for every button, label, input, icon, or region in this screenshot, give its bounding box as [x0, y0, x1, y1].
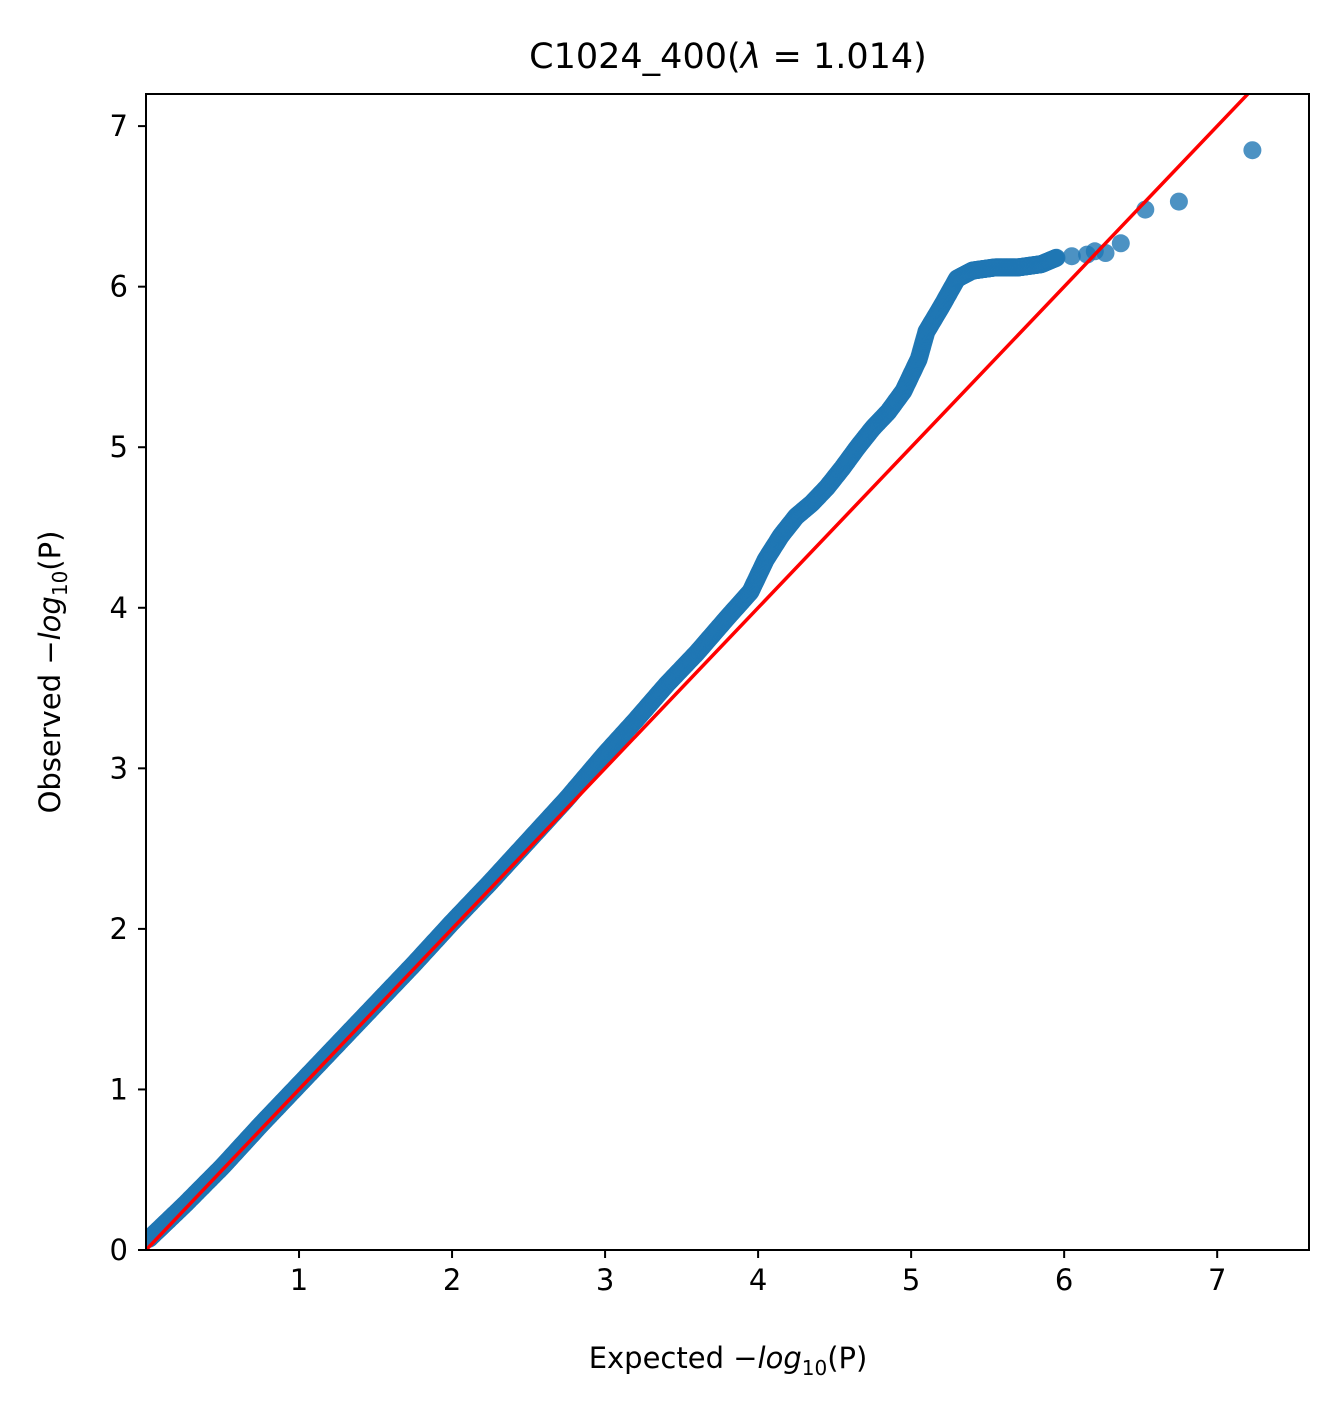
y-tick-label: 2: [110, 912, 128, 946]
x-tick-label: 4: [749, 1263, 767, 1297]
data-point: [1096, 244, 1115, 262]
x-tick-label: 7: [1208, 1263, 1226, 1297]
y-tick-label: 7: [110, 109, 128, 143]
data-point: [1047, 248, 1066, 267]
x-axis-ticks: 1 2 3 4 5 6 7: [290, 1250, 1226, 1297]
x-tick-label: 6: [1055, 1263, 1073, 1297]
data-point: [1062, 247, 1081, 266]
reference-line: [146, 94, 1251, 1250]
x-tick-label: 1: [290, 1263, 308, 1297]
y-axis-ticks: 0 1 2 3 4 5 6 7: [110, 109, 146, 1267]
data-point: [1243, 141, 1262, 160]
data-point: [1111, 234, 1130, 253]
y-tick-label: 0: [110, 1233, 128, 1267]
chart-title: C1024_400(λ = 1.014): [529, 37, 927, 77]
x-axis-label: Expected −log10(P): [589, 1341, 868, 1380]
y-tick-label: 1: [110, 1072, 128, 1106]
reference-line-layer: [146, 94, 1251, 1250]
x-tick-label: 5: [902, 1263, 920, 1297]
x-tick-label: 3: [596, 1263, 614, 1297]
y-tick-label: 5: [110, 430, 128, 464]
x-tick-label: 2: [443, 1263, 461, 1297]
y-tick-label: 3: [110, 751, 128, 785]
y-axis-label: Observed −log10(P): [33, 531, 72, 814]
data-point: [1169, 192, 1188, 211]
y-tick-label: 4: [110, 591, 128, 625]
y-tick-label: 6: [110, 270, 128, 304]
plot-frame: [145, 93, 1310, 1251]
data-points: [146, 141, 1262, 1248]
